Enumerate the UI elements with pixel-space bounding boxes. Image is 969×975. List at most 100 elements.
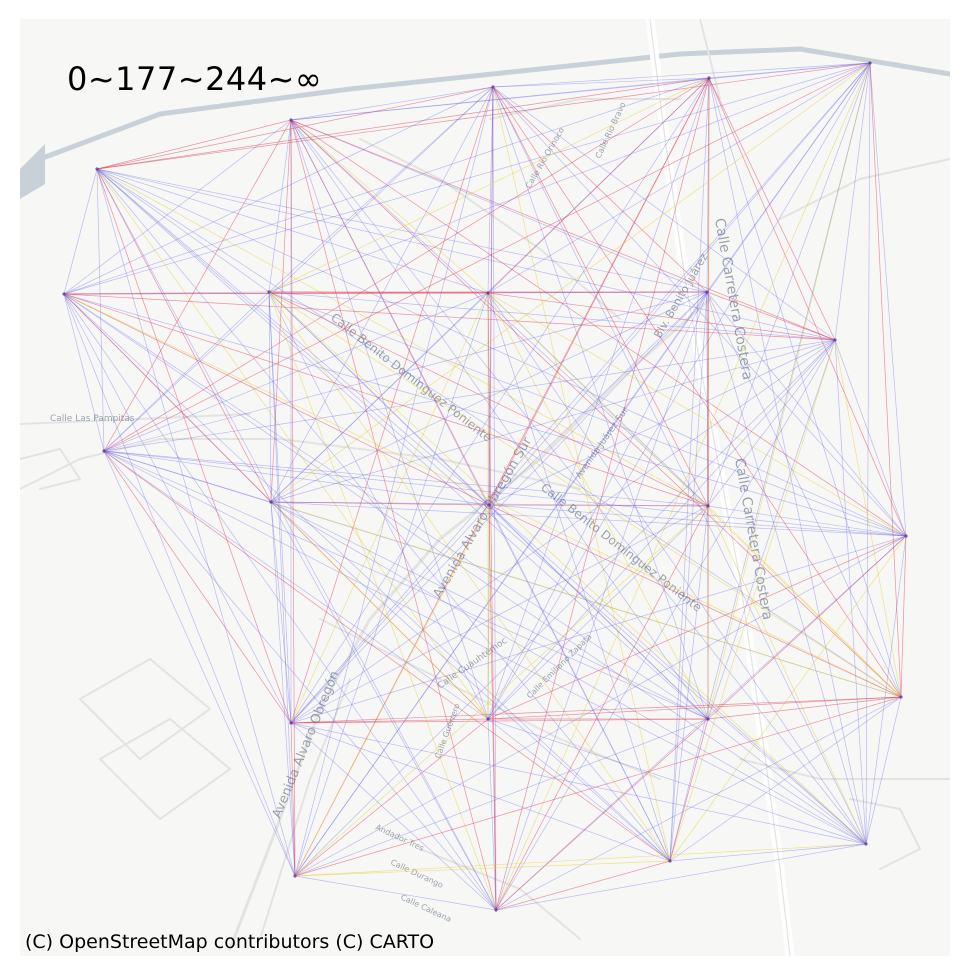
flow-line — [290, 722, 867, 845]
flow-line — [270, 501, 489, 720]
flow-line — [707, 505, 907, 537]
flow-line — [294, 62, 871, 877]
flow-line — [865, 696, 902, 845]
flow-line — [103, 292, 489, 452]
street-label: Calle Carretera Costera — [731, 457, 775, 621]
flow-line — [270, 501, 709, 720]
flow-line — [495, 62, 871, 911]
flow-line — [268, 291, 292, 724]
flow-line — [268, 291, 907, 537]
flow-line — [492, 86, 867, 845]
flow-line — [487, 292, 709, 720]
flow-line — [488, 504, 907, 537]
flow-line — [488, 504, 497, 911]
flow-line — [294, 292, 489, 877]
street-label: Calle Río Bravo — [594, 101, 628, 160]
flow-line — [492, 86, 497, 911]
flow-line — [487, 696, 902, 720]
od-node — [491, 85, 495, 89]
flow-line — [708, 77, 836, 341]
flow-line — [63, 293, 836, 341]
flow-line — [268, 291, 272, 503]
flow-line — [290, 77, 710, 121]
od-node — [904, 534, 908, 538]
flow-line — [294, 77, 710, 877]
flow-line — [270, 501, 292, 724]
road-8 — [739, 758, 950, 780]
network-map[interactable]: Calle Carretera CosteraCalle Carretera C… — [20, 19, 950, 956]
flow-line — [268, 291, 296, 877]
flow-line — [63, 293, 296, 877]
flow-line — [290, 535, 907, 724]
flow-line — [492, 86, 708, 293]
flow-line — [707, 339, 836, 720]
flow-line — [834, 339, 907, 537]
flow-line — [487, 292, 836, 341]
flow-line — [268, 77, 710, 293]
flow-line — [487, 292, 907, 537]
flow-line — [103, 291, 270, 452]
flow-line — [270, 501, 867, 845]
flow-line — [103, 291, 708, 452]
flow-line — [268, 291, 867, 845]
flow-line — [270, 501, 671, 862]
flow-line — [103, 450, 490, 506]
flow-line — [488, 504, 709, 507]
flow-line — [294, 843, 867, 877]
road-3 — [649, 19, 791, 956]
flow-line — [63, 293, 907, 537]
flow-line — [487, 62, 871, 294]
road-13 — [419, 848, 581, 940]
flow-line — [63, 293, 671, 862]
flow-line — [706, 291, 836, 341]
flow-line — [63, 293, 902, 698]
flow-line — [669, 505, 709, 862]
flow-line — [290, 62, 871, 724]
flow-line — [290, 119, 489, 294]
flow-line — [290, 722, 296, 877]
flow-line — [96, 77, 710, 170]
flow-line — [103, 450, 867, 845]
flow-line — [706, 291, 907, 537]
flow-line — [63, 293, 292, 724]
od-flow-lines — [63, 62, 907, 911]
map-panel[interactable]: Calle Carretera CosteraCalle Carretera C… — [20, 19, 950, 956]
flow-line — [103, 450, 272, 503]
flow-line — [290, 504, 490, 724]
flow-line — [270, 86, 494, 503]
flow-line — [487, 77, 710, 294]
flow-line — [268, 291, 709, 507]
flow-line — [268, 291, 489, 720]
od-node — [707, 76, 711, 80]
flow-line — [707, 62, 871, 507]
street-label: Avenida Alvaro Obregón — [270, 669, 343, 820]
od-node — [668, 859, 672, 863]
od-node — [267, 290, 271, 294]
flow-line — [865, 535, 907, 845]
flow-line — [103, 450, 709, 507]
flow-line — [294, 505, 709, 877]
road-1 — [20, 144, 45, 199]
flow-line — [96, 168, 292, 724]
flow-line — [290, 119, 490, 506]
od-node — [486, 717, 490, 721]
od-node — [289, 118, 293, 122]
flow-line — [290, 86, 494, 724]
flow-line — [290, 119, 867, 845]
flow-line — [487, 292, 497, 911]
road-7 — [259, 678, 351, 940]
flow-line — [63, 86, 494, 295]
flow-line — [707, 696, 902, 720]
flow-line — [869, 62, 902, 698]
flow-line — [495, 505, 709, 911]
road-11 — [99, 718, 231, 820]
flow-line — [290, 62, 871, 121]
flow-line — [103, 119, 292, 452]
flow-line — [96, 168, 867, 845]
flow-line — [294, 860, 671, 877]
od-node — [494, 908, 498, 912]
flow-line — [706, 291, 867, 845]
flow-line — [103, 450, 489, 720]
flow-line — [294, 86, 494, 877]
flow-line — [487, 292, 671, 862]
